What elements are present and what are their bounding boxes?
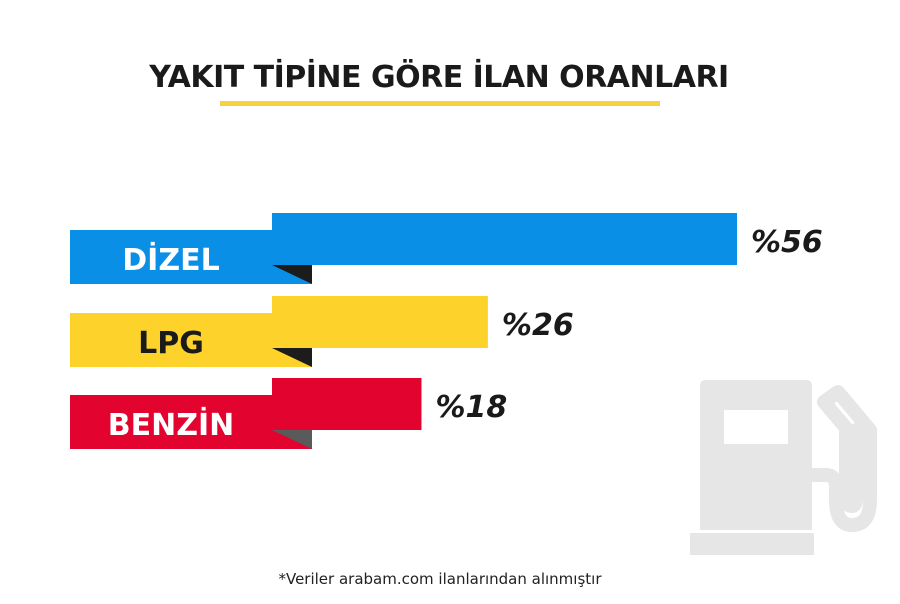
bar-2 <box>272 378 422 430</box>
value-label-0: %56 <box>751 225 823 260</box>
fold-shadow-1 <box>272 348 312 367</box>
footnote: *Veriler arabam.com ilanlarından alınmış… <box>278 570 602 588</box>
fuel-pump-icon <box>690 380 877 555</box>
fold-shadow-2 <box>272 430 312 449</box>
category-label-1: LPG <box>138 326 204 361</box>
bar-0 <box>272 213 737 265</box>
category-box-0 <box>70 230 312 284</box>
chart-title: YAKIT TİPİNE GÖRE İLAN ORANLARI <box>148 58 728 95</box>
category-label-2: BENZİN <box>108 407 235 443</box>
value-label-2: %18 <box>435 390 507 425</box>
bars-layer: DİZEL %56 LPG %26 BENZİN %18 <box>70 213 823 449</box>
category-box-2 <box>70 395 312 449</box>
category-box-1 <box>70 313 312 367</box>
fold-shadow-0 <box>272 265 312 284</box>
title-underline <box>220 101 660 106</box>
value-label-1: %26 <box>502 308 574 343</box>
bar-1 <box>272 296 488 348</box>
category-label-0: DİZEL <box>122 242 219 278</box>
